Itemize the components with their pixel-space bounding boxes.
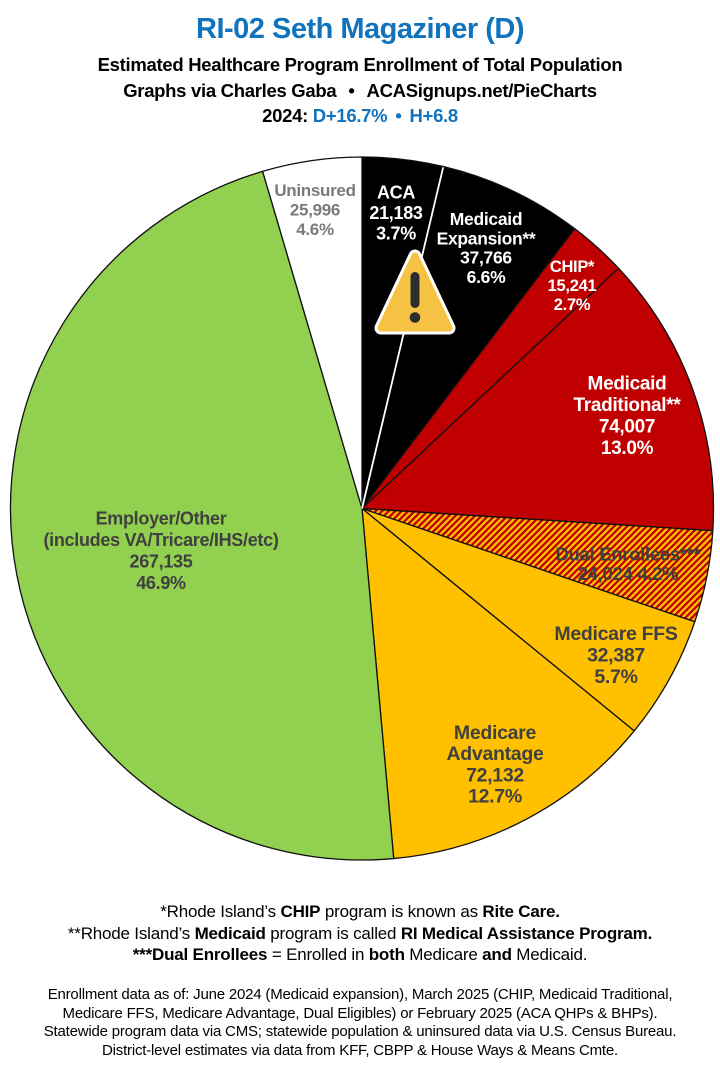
pie-label-medicare-advantage: Medicare Advantage 72,132 12.7%	[447, 722, 544, 808]
source-line-2: Medicare FFS, Medicare Advantage, Dual E…	[62, 1004, 658, 1022]
source-note: Enrollment data as of: June 2024 (Medica…	[0, 986, 720, 1060]
credit-site: ACASignups.net/PieCharts	[366, 80, 598, 101]
pie-slice-employer-other	[9, 170, 395, 861]
chart-header: RI-02 Seth Magaziner (D) Estimated Healt…	[0, 12, 720, 128]
pie-slice-medicare-advantage	[361, 507, 635, 860]
source-line-3: Statewide program data via CMS; statewid…	[43, 1023, 677, 1041]
house-margin: H+6.8	[409, 105, 459, 126]
page-title: RI-02 Seth Magaziner (D)	[196, 13, 525, 45]
pie-label-medicare-ffs: Medicare FFS 32,387 5.7%	[554, 623, 677, 688]
partisan-line: 2024: D+16.7% • H+6.8	[0, 104, 720, 128]
source-line-4: District-level estimates via data from K…	[102, 1041, 618, 1059]
partisan-lean: D+16.7%	[312, 105, 388, 126]
pie-chart: ACA 21,183 3.7% Medicaid Expansion** 37,766 6.…	[9, 156, 715, 861]
credit-line: Graphs via Charles Gaba • ACASignups.net/P…	[0, 78, 720, 104]
pie-label-dual-enrollees: Dual Enrollees*** 24,024 4.2%	[555, 544, 701, 585]
chart-subtitle: Estimated Healthcare Program Enrollment …	[97, 54, 623, 75]
footnotes: *Rhode Island’s CHIP program is known as…	[0, 901, 720, 966]
slice-divider-line	[361, 167, 445, 509]
pie-slice-medicaid-expansion	[361, 165, 576, 510]
footnote-line-1: *Rhode Island’s CHIP program is known as…	[160, 902, 560, 921]
credit-author: Graphs via Charles Gaba	[123, 80, 337, 101]
pie-slice-uninsured	[261, 156, 363, 510]
pie-label-medicaid-expansion: Medicaid Expansion** 37,766 6.6%	[437, 209, 536, 287]
pie-label-chip: CHIP* 15,241 2.7%	[548, 258, 597, 314]
footnote-line-3: ***Dual Enrollees = Enrolled in both Med…	[132, 945, 588, 964]
pie-chart-container: ACA 21,183 3.7% Medicaid Expansion** 37,766 6.…	[0, 150, 720, 862]
pie-label-employer-other: Employer/Other (includes VA/Tricare/IHS/e…	[43, 508, 278, 593]
footnote-line-2: **Rhode Island’s Medicaid program is cal…	[67, 923, 653, 943]
pie-label-medicaid-traditional: Medicaid Traditional** 74,007 13.0%	[574, 374, 682, 459]
bullet-separator-2: •	[395, 105, 402, 126]
pie-label-aca: ACA 21,183 3.7%	[369, 182, 423, 243]
warning-icon	[374, 249, 456, 335]
pie-slice-medicare-ffs	[361, 507, 696, 732]
source-line-1: Enrollment data as of: June 2024 (Medica…	[47, 986, 673, 1003]
pie-slice-medicaid-traditional	[361, 267, 715, 532]
pie-label-uninsured: Uninsured 25,996 4.6%	[274, 181, 355, 239]
bullet-separator: •	[348, 80, 355, 101]
year-label: 2024:	[262, 105, 308, 126]
